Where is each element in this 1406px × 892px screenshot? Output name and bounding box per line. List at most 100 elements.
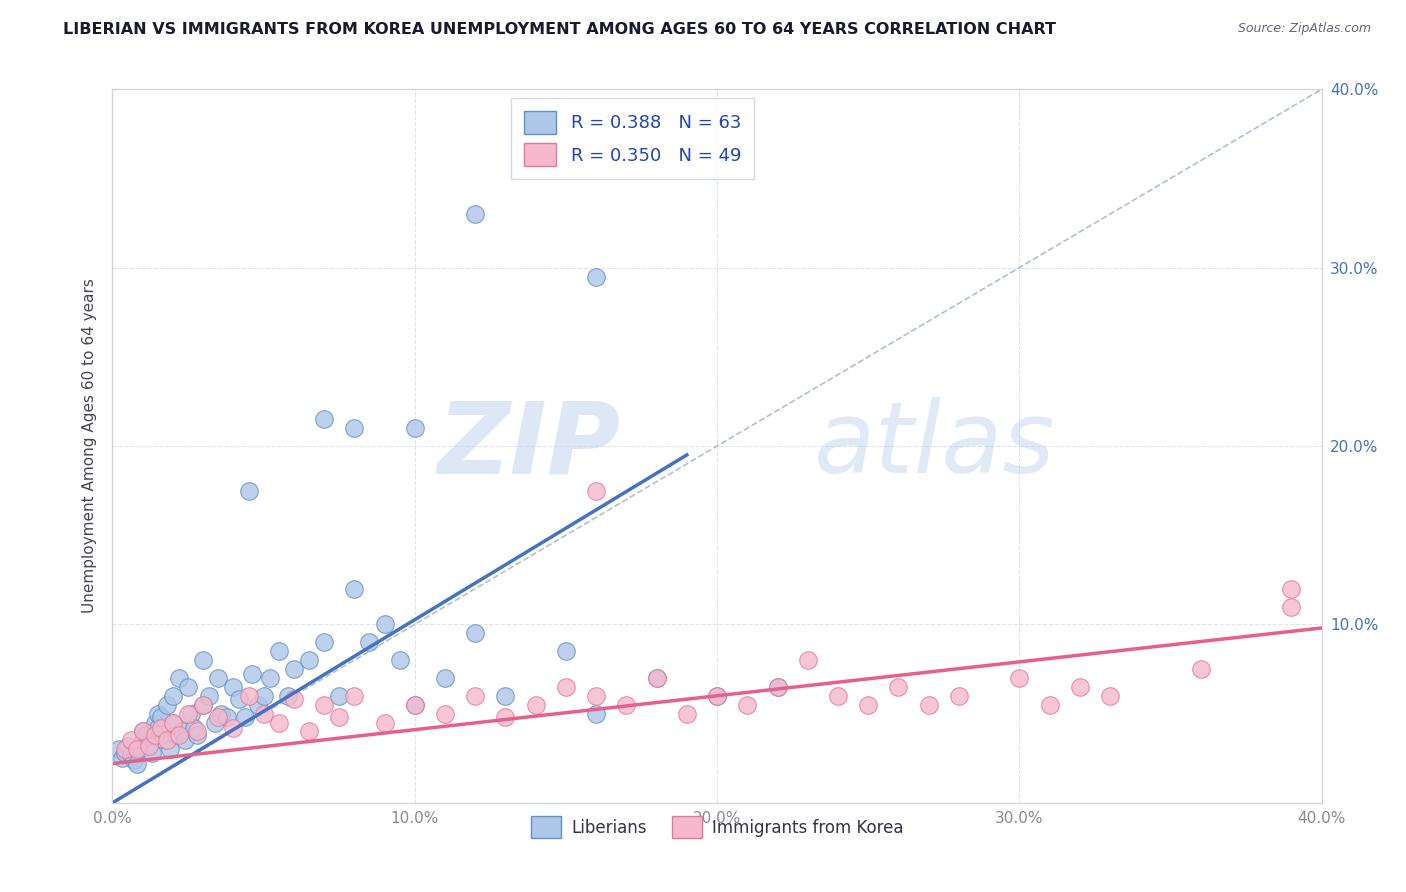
Point (153, 733, 176, 747)
Point (1038, 698, 1062, 712)
Point (314, 635, 336, 649)
Point (253, 706, 276, 721)
Point (207, 671, 229, 685)
Point (314, 698, 336, 712)
Point (183, 721, 205, 735)
Point (267, 715, 290, 730)
Point (135, 728, 157, 742)
Point (585, 689, 607, 703)
Point (156, 698, 179, 712)
Point (283, 662, 305, 676)
Point (186, 728, 208, 742)
Point (374, 617, 396, 632)
Point (259, 671, 281, 685)
Point (495, 710, 517, 724)
Point (122, 753, 145, 767)
Point (1279, 599, 1302, 614)
Point (146, 706, 169, 721)
Point (207, 710, 229, 724)
Point (706, 689, 728, 703)
Point (238, 689, 260, 703)
Point (554, 680, 576, 694)
Point (374, 715, 396, 730)
Point (222, 680, 245, 694)
Point (162, 689, 184, 703)
Point (1098, 689, 1121, 703)
Point (585, 269, 607, 284)
Point (464, 626, 486, 640)
Point (388, 653, 411, 667)
Point (217, 710, 239, 724)
Point (585, 706, 607, 721)
Point (433, 706, 456, 721)
Point (170, 724, 193, 739)
Point (132, 724, 155, 739)
Point (404, 421, 426, 435)
Point (495, 689, 517, 703)
Point (887, 680, 910, 694)
Point (235, 710, 257, 724)
Point (359, 635, 381, 649)
Point (645, 671, 668, 685)
Point (737, 698, 759, 712)
Point (107, 742, 129, 756)
Point (298, 724, 321, 739)
Point (343, 421, 366, 435)
Point (246, 698, 269, 712)
Point (162, 715, 184, 730)
Point (267, 644, 290, 658)
Point (138, 739, 160, 753)
Point (524, 698, 547, 712)
Point (125, 756, 148, 771)
Point (1279, 582, 1302, 596)
Point (404, 698, 426, 712)
Point (132, 724, 155, 739)
Point (156, 733, 179, 747)
Point (298, 653, 321, 667)
Point (120, 733, 142, 747)
Point (117, 739, 139, 753)
Point (114, 742, 136, 756)
Text: Source: ZipAtlas.com: Source: ZipAtlas.com (1237, 22, 1371, 36)
Point (675, 706, 697, 721)
Point (616, 698, 638, 712)
Point (314, 412, 336, 426)
Point (149, 721, 172, 735)
Point (177, 680, 200, 694)
Legend: Liberians, Immigrants from Korea: Liberians, Immigrants from Korea (524, 810, 910, 845)
Point (141, 746, 163, 760)
Point (228, 692, 250, 706)
Point (554, 644, 576, 658)
Text: atlas: atlas (814, 398, 1056, 494)
Point (796, 653, 818, 667)
Text: LIBERIAN VS IMMIGRANTS FROM KOREA UNEMPLOYMENT AMONG AGES 60 TO 64 YEARS CORRELA: LIBERIAN VS IMMIGRANTS FROM KOREA UNEMPL… (63, 22, 1056, 37)
Point (143, 728, 166, 742)
Point (191, 653, 214, 667)
Point (114, 746, 136, 760)
Point (125, 742, 148, 756)
Point (132, 733, 155, 747)
Point (143, 715, 166, 730)
Point (149, 710, 172, 724)
Y-axis label: Unemployment Among Ages 60 to 64 years: Unemployment Among Ages 60 to 64 years (82, 278, 97, 614)
Point (198, 689, 221, 703)
Point (128, 742, 150, 756)
Point (191, 698, 214, 712)
Point (120, 747, 142, 762)
Point (433, 671, 456, 685)
Point (277, 689, 299, 703)
Point (1008, 671, 1031, 685)
Point (177, 706, 200, 721)
Point (766, 680, 789, 694)
Point (1189, 662, 1212, 676)
Point (204, 715, 226, 730)
Point (165, 728, 187, 742)
Point (827, 689, 849, 703)
Point (146, 721, 169, 735)
Point (343, 582, 366, 596)
Point (222, 721, 245, 735)
Point (918, 698, 941, 712)
Point (948, 689, 970, 703)
Point (1069, 680, 1091, 694)
Point (110, 751, 132, 765)
